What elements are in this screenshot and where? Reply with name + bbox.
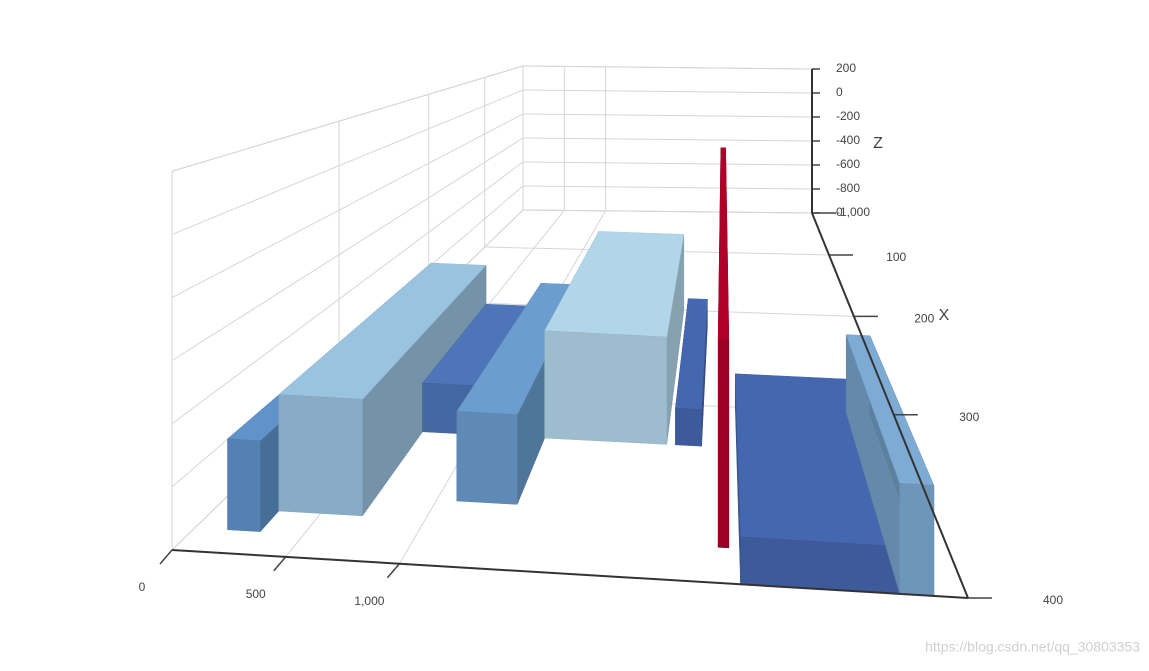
grid-line [522,137,813,142]
y-tick [386,563,400,579]
block-front [717,339,730,549]
block-front [278,394,363,517]
block-front [544,330,667,445]
y-axis-line [171,549,969,599]
y-tick [159,549,173,565]
grid-line [171,89,524,235]
grid-line [171,137,524,362]
z-tick-label: 0 [836,85,843,99]
y-tick [273,556,287,572]
z-tick-label: 200 [836,61,856,75]
y-tick-label: 500 [246,587,266,601]
x-tick-label: 300 [959,410,979,424]
grid-line [171,65,524,172]
grid-line [522,185,813,190]
grid-line [171,113,524,298]
grid-line [522,113,813,118]
y-tick-label: 1,000 [354,594,384,608]
block-front [227,438,261,532]
watermark: https://blog.csdn.net/qq_30803353 [925,639,1140,655]
x-axis-title: X [939,307,950,324]
surface [226,147,935,597]
y-tick-label: 0 [139,580,146,594]
x-tick-label: 400 [1043,593,1063,607]
z-axis-title: Z [873,135,883,152]
grid-line [522,209,813,214]
z-tick-label: -400 [836,133,860,147]
x-axis-line [811,212,969,599]
axes: 2000-200-400-600-800-1,00001002003004000… [139,61,1064,608]
z-tick-label: -1,000 [836,205,870,219]
grid-line [171,161,524,425]
block-front [675,407,702,447]
x-tick-label: 200 [914,312,934,326]
z-tick-label: -200 [836,109,860,123]
grid-line [522,65,813,70]
z-tick-label: -600 [836,157,860,171]
block-front [456,411,518,505]
x-tick-label: 0 [836,205,843,219]
grid-line [522,89,813,94]
grid-line [522,161,813,166]
x-tick-label: 100 [886,250,906,264]
z-tick-label: -800 [836,181,860,195]
block-top [717,147,730,341]
